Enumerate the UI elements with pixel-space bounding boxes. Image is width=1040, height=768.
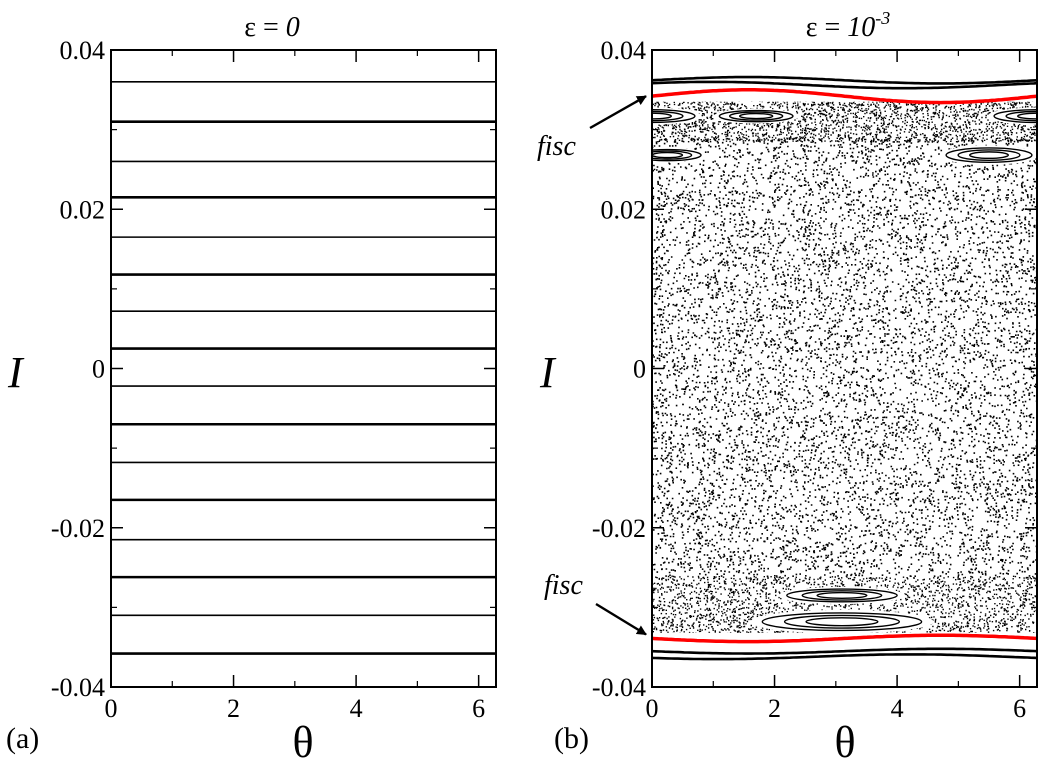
- island-contour: [945, 147, 1033, 163]
- panel-b-label: (b): [554, 722, 589, 755]
- island-contour: [957, 149, 1021, 161]
- island-contour: [1017, 112, 1037, 120]
- a-ytick-label: 0.02: [60, 195, 106, 224]
- panel-a: ε = 0 0 2 4 6 -0.04 -0.02 0 0.02 0.04 I θ (a): [6, 12, 497, 767]
- island-contour: [1005, 110, 1037, 122]
- b-ytick-label: 0: [633, 355, 646, 384]
- b-ytick-label: 0.04: [601, 36, 647, 65]
- a-xtick-label: 6: [472, 694, 485, 723]
- upper-invariant-curve: [652, 80, 1037, 90]
- island-contour: [816, 591, 868, 599]
- a-ytick-label: 0: [92, 355, 105, 384]
- panel-b: ε = 10-3 0 2 4 6 -0.04 -0.02 0 0.02 0.04 I θ (b)…: [537, 8, 1038, 767]
- fisc-annotation-label: fisc: [537, 131, 576, 162]
- island-contour: [801, 590, 883, 601]
- b-ytick-label: -0.02: [592, 514, 646, 543]
- island-contour: [786, 588, 898, 603]
- b-xtick-label: 0: [646, 694, 659, 723]
- panel-b-ticks: 0 2 4 6 -0.04 -0.02 0 0.02 0.04: [592, 36, 1037, 723]
- b-xtick-label: 2: [768, 694, 781, 723]
- a-ytick-label: -0.04: [51, 673, 105, 702]
- island-contour: [783, 614, 901, 629]
- panel-a-xlabel: θ: [292, 718, 313, 763]
- island-background: [750, 609, 934, 634]
- island-contour: [993, 109, 1037, 124]
- island-contour: [738, 112, 774, 120]
- panel-b-boundary-curves: [652, 69, 1037, 665]
- panel-a-lines: [111, 81, 496, 655]
- island-background: [778, 586, 906, 605]
- panel-b-annotations: fisc fisc: [537, 95, 647, 636]
- fisc-upper-curve: [652, 88, 1037, 105]
- b-ytick-label: -0.04: [592, 673, 646, 702]
- panel-b-title: ε = 10-3: [806, 8, 891, 43]
- a-ytick-label: 0.04: [60, 36, 106, 65]
- b-xtick-label: 6: [1013, 694, 1026, 723]
- a-xtick-label: 2: [227, 694, 240, 723]
- island-contour: [652, 150, 693, 160]
- island-background: [713, 108, 799, 124]
- panel-a-label: (a): [6, 722, 39, 755]
- fisc-annotation-arrow: [589, 95, 647, 130]
- panel-a-ylabel: I: [7, 348, 25, 397]
- fisc-annotation-arrow: [595, 602, 647, 636]
- a-xtick-label: 4: [350, 694, 363, 723]
- island-contour: [805, 617, 879, 627]
- lower-invariant-curve: [652, 647, 1037, 655]
- upper-invariant-curve: [652, 75, 1037, 85]
- panel-b-chaotic-sea: [652, 93, 1037, 641]
- island-contour: [761, 612, 923, 632]
- island-contour: [652, 148, 702, 162]
- panel-a-frame: [110, 49, 497, 688]
- lower-invariant-curve: [652, 653, 1037, 661]
- b-ytick-label: 0.02: [601, 195, 647, 224]
- fisc-lower-curve: [652, 633, 1037, 644]
- a-ytick-label: -0.02: [51, 514, 105, 543]
- panel-b-islands: [652, 107, 1037, 634]
- panel-a-title: ε = 0: [244, 12, 300, 43]
- b-xtick-label: 4: [891, 694, 904, 723]
- island-contour: [718, 109, 794, 123]
- panel-b-xlabel: θ: [834, 718, 855, 763]
- island-contour: [969, 151, 1010, 160]
- panel-a-ticks: 0 2 4 6 -0.04 -0.02 0 0.02 0.04: [51, 36, 496, 723]
- a-xtick-label: 0: [105, 694, 118, 723]
- fisc-annotation-label: fisc: [544, 570, 583, 601]
- island-background: [939, 145, 1037, 165]
- island-contour: [728, 111, 784, 121]
- panel-b-ylabel: I: [539, 348, 557, 397]
